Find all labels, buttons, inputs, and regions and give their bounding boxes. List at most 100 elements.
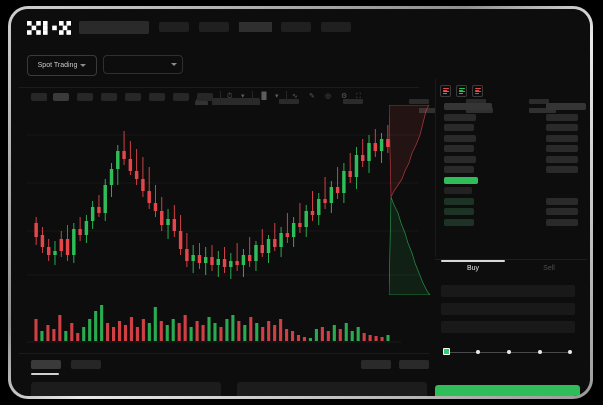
trading-mode-label: Spot Trading — [37, 62, 78, 69]
order-book-row[interactable] — [436, 145, 588, 154]
order-book-row[interactable] — [436, 103, 588, 112]
nav-item-3[interactable] — [239, 22, 272, 32]
market-stat-2-label — [343, 99, 363, 104]
bottom-tab-2[interactable] — [71, 360, 101, 369]
trading-pair-select[interactable] — [103, 55, 183, 74]
timeframe-button-4[interactable] — [101, 93, 117, 101]
order-book-price — [444, 103, 492, 110]
drawing-pencil-icon[interactable]: ✎ — [309, 93, 315, 100]
bottom-content-block-2 — [237, 382, 427, 396]
orderbook-depth-chart — [389, 105, 437, 295]
order-amount-field[interactable] — [441, 303, 575, 315]
order-book-amount — [546, 124, 578, 131]
active-tab-underline — [441, 260, 505, 262]
order-book-row[interactable] — [436, 197, 588, 207]
bottom-content-block-1 — [31, 382, 221, 396]
order-book-price — [444, 134, 476, 142]
bottom-active-tab-underline — [31, 373, 59, 375]
timeframe-button-3[interactable] — [77, 93, 93, 101]
timeframe-button-2[interactable] — [53, 93, 69, 101]
chevron-down-icon — [80, 64, 87, 67]
search-input[interactable] — [79, 21, 149, 34]
submit-buy-button[interactable] — [435, 385, 580, 396]
bottom-action-1[interactable] — [361, 360, 391, 369]
order-amount-slider[interactable] — [443, 347, 573, 357]
order-book-price — [444, 208, 474, 215]
toolbar-divider — [220, 91, 221, 103]
nav-item-2[interactable] — [199, 22, 229, 32]
market-stat-4 — [466, 99, 493, 113]
market-stat-5 — [529, 99, 556, 113]
order-price-field[interactable] — [441, 285, 575, 297]
order-book-amount — [546, 218, 578, 226]
order-book-row[interactable] — [436, 176, 588, 186]
orderbook-view-sell-icon[interactable] — [472, 85, 483, 97]
indicator-wave-icon[interactable]: ∿ — [292, 93, 298, 100]
market-stat-4-label — [466, 99, 486, 104]
order-book-rows[interactable] — [436, 103, 588, 229]
candlestick-chart[interactable] — [19, 105, 419, 295]
order-book-row[interactable] — [436, 113, 588, 123]
chevron-down-icon — [171, 63, 177, 66]
chart-type-icon[interactable]: ▐▌ — [259, 93, 269, 100]
order-book-price — [444, 166, 474, 173]
market-stat-5-value — [529, 108, 556, 113]
order-book-amount — [546, 134, 578, 142]
nav-item-1[interactable] — [159, 22, 189, 32]
order-book-amount — [546, 113, 578, 121]
tablet-device-frame: Spot Trading — [8, 6, 593, 399]
timeframe-button-8[interactable] — [197, 93, 213, 101]
order-book-panel — [435, 79, 588, 257]
orderbook-view-buy-icon[interactable] — [456, 85, 467, 97]
interval-icon[interactable]: ⏱ — [227, 93, 233, 100]
okx-logo[interactable] — [27, 21, 71, 35]
nav-item-4[interactable] — [281, 22, 311, 32]
order-book-row[interactable] — [436, 155, 588, 165]
interval-dropdown-icon[interactable]: ▾ — [241, 93, 245, 100]
top-navigation-bar — [11, 9, 590, 45]
market-stat-3-value — [409, 108, 436, 113]
volume-chart — [19, 297, 419, 347]
order-book-row[interactable] — [436, 208, 588, 217]
slider-handle[interactable] — [443, 348, 450, 355]
settings-gear-icon[interactable]: ⚙ — [341, 93, 348, 100]
nav-item-5[interactable] — [321, 22, 351, 32]
market-stat-5-label — [529, 99, 549, 104]
order-book-row[interactable] — [436, 124, 588, 133]
order-book-row[interactable] — [436, 134, 588, 144]
slider-tick-75[interactable] — [538, 350, 542, 354]
order-book-amount — [546, 166, 578, 173]
timeframe-button-1[interactable] — [31, 93, 47, 101]
fullscreen-icon[interactable]: ⛶ — [356, 93, 361, 100]
order-book-row[interactable] — [436, 166, 588, 175]
bottom-action-2[interactable] — [399, 360, 429, 369]
order-book-amount — [546, 208, 578, 215]
order-book-price — [444, 218, 474, 226]
toolbar-divider — [286, 91, 287, 103]
trading-mode-select[interactable]: Spot Trading — [27, 55, 97, 76]
magnet-icon[interactable]: ◎ — [325, 93, 332, 100]
bottom-tab-1[interactable] — [31, 360, 61, 369]
order-book-price — [444, 197, 474, 205]
slider-tick-50[interactable] — [507, 350, 511, 354]
order-book-price — [444, 124, 474, 131]
timeframe-button-7[interactable] — [173, 93, 189, 101]
order-book-amount — [546, 145, 578, 152]
tab-buy[interactable]: Buy — [466, 265, 480, 272]
order-book-row[interactable] — [436, 187, 588, 196]
order-total-field[interactable] — [441, 321, 575, 333]
timeframe-button-6[interactable] — [149, 93, 165, 101]
slider-tick-25[interactable] — [476, 350, 480, 354]
tab-sell[interactable]: Sell — [543, 265, 555, 272]
market-stat-3 — [409, 99, 436, 113]
order-book-price — [444, 187, 472, 194]
slider-tick-100[interactable] — [568, 350, 572, 354]
order-book-price — [444, 113, 476, 121]
chart-type-dropdown-icon[interactable]: ▾ — [275, 93, 279, 100]
orderbook-view-mixed-icon[interactable] — [440, 85, 451, 97]
chart-toolbar: ⏱ ▾ ▐▌ ▾ ∿ ✎ ◎ ⚙ ⛶ — [19, 87, 419, 107]
trade-side-tabs: Buy Sell — [435, 259, 587, 280]
order-book-row[interactable] — [436, 218, 588, 228]
market-stat-4-value — [466, 108, 493, 113]
timeframe-button-5[interactable] — [125, 93, 141, 101]
